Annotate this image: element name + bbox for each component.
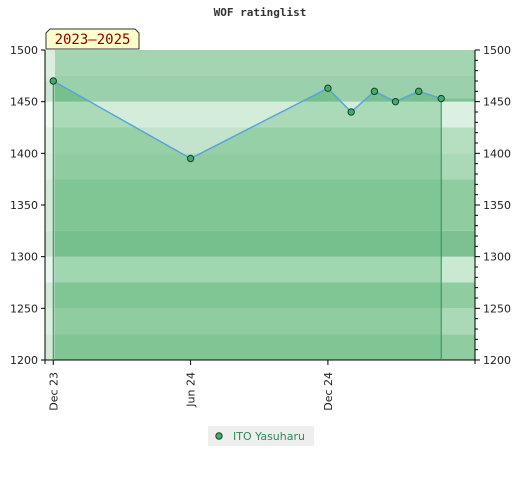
background-band xyxy=(45,308,475,335)
x-tick-label: Jun 24 xyxy=(185,372,198,408)
area-under-line xyxy=(53,81,442,360)
background-band xyxy=(45,282,475,309)
y-tick-label-left: 1350 xyxy=(10,199,38,212)
data-point[interactable] xyxy=(49,77,57,85)
legend-label[interactable]: ITO Yasuharu xyxy=(233,430,305,443)
axes: 1200 1200 1250 1250 1300 1300 1350 1350 1400 1400… xyxy=(10,44,511,411)
y-tick-label-right: 1250 xyxy=(483,302,511,315)
y-tick-label-right: 1450 xyxy=(483,96,511,109)
y-tick-label-right: 1350 xyxy=(483,199,511,212)
data-point[interactable] xyxy=(324,84,332,92)
background-band xyxy=(45,153,475,180)
legend[interactable]: ITO Yasuharu xyxy=(208,426,314,446)
highlight-band xyxy=(45,127,475,154)
period-badge-shape xyxy=(45,28,140,50)
background-band xyxy=(45,179,475,205)
background-band xyxy=(45,256,475,283)
data-point[interactable] xyxy=(370,87,379,96)
y-tick-label-left: 1200 xyxy=(10,354,38,367)
background-band xyxy=(45,230,475,257)
chart-title: WOF ratinglist xyxy=(214,6,307,19)
y-tick-label-left: 1450 xyxy=(10,96,38,109)
x-tick-label: Dec 24 xyxy=(322,372,335,411)
x-tick-label: Dec 23 xyxy=(47,372,60,411)
y-tick-label-left: 1300 xyxy=(10,251,38,264)
area-fill xyxy=(53,81,442,360)
data-point[interactable] xyxy=(415,87,423,96)
series-line xyxy=(52,80,442,160)
series-points xyxy=(49,77,445,163)
series-line-path xyxy=(52,80,442,160)
data-point[interactable] xyxy=(347,108,355,116)
y-tick-label-right: 1300 xyxy=(483,251,511,264)
background-band xyxy=(45,334,475,360)
y-tick-label-left: 1400 xyxy=(10,147,38,160)
period-badge: 2023–2025 xyxy=(45,28,140,50)
legend-marker-icon xyxy=(215,432,223,440)
background-band xyxy=(45,127,475,154)
data-point[interactable] xyxy=(391,97,400,106)
y-tick-label-right: 1200 xyxy=(483,354,511,367)
y-tick-label-right: 1500 xyxy=(483,44,511,57)
background-band xyxy=(45,205,475,231)
y-tick-label-right: 1400 xyxy=(483,147,511,160)
y-tick-label-left: 1500 xyxy=(10,44,38,57)
upper-background xyxy=(45,50,475,159)
left-margin-strip xyxy=(45,50,55,360)
period-badge-text: 2023–2025 xyxy=(55,32,131,48)
data-point[interactable] xyxy=(437,94,445,103)
data-point[interactable] xyxy=(186,154,195,163)
background-bands xyxy=(45,50,475,360)
legend-background xyxy=(208,426,314,446)
y-tick-label-left: 1250 xyxy=(10,302,38,315)
